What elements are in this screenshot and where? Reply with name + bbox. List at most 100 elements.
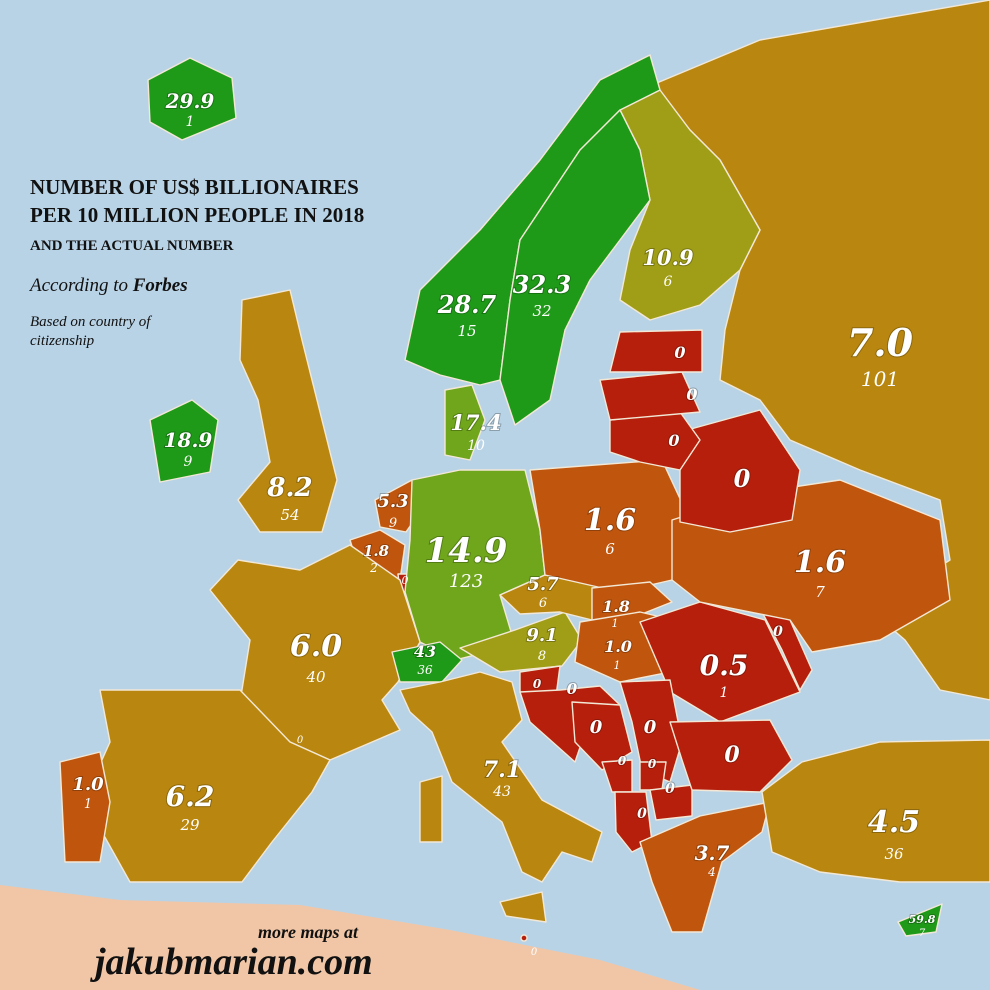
source-prefix: According to: [30, 275, 133, 296]
luxembourg-rate: 0: [402, 574, 409, 587]
country-italy-sicily[interactable]: [499, 891, 547, 923]
country-serbia[interactable]: [619, 679, 683, 783]
country-ireland[interactable]: [149, 399, 219, 483]
country-estonia[interactable]: [609, 329, 703, 373]
romania-count: 1: [720, 685, 729, 701]
belgium-rate: 1.8: [363, 542, 390, 560]
country-cyprus[interactable]: [897, 903, 943, 937]
montenegro-rate: 0: [618, 754, 627, 768]
source-line: According to Forbes: [30, 275, 188, 297]
country-portugal[interactable]: [59, 751, 111, 863]
country-belarus[interactable]: [679, 409, 801, 533]
norway-count: 15: [457, 322, 476, 340]
denmark-count: 10: [467, 438, 485, 454]
more-maps-text: more maps at: [258, 922, 359, 942]
country-greece[interactable]: [639, 801, 771, 933]
country-switzerland[interactable]: [391, 641, 463, 683]
uk-count: 54: [280, 506, 299, 524]
belgium-count: 2: [369, 561, 378, 575]
country-malta[interactable]: [520, 934, 528, 942]
greece-rate: 3.7: [695, 841, 730, 865]
portugal-count: 1: [84, 797, 92, 812]
cyprus-rate: 59.8: [909, 913, 936, 926]
poland-count: 6: [605, 540, 615, 558]
poland-rate: 1.6: [584, 503, 636, 538]
czechia-rate: 5.7: [527, 574, 559, 595]
norway-rate: 28.7: [437, 290, 497, 319]
country-lithuania[interactable]: [609, 411, 701, 471]
country-iceland[interactable]: [147, 57, 237, 141]
switzerland-rate: 43: [414, 642, 436, 661]
ukraine-rate: 1.6: [794, 545, 846, 580]
country-denmark[interactable]: [444, 384, 486, 461]
country-north-macedonia[interactable]: [649, 784, 693, 821]
map-title-line-2: PER 10 MILLION PEOPLE IN 2018: [30, 203, 365, 227]
monaco-rate: 0: [297, 735, 304, 746]
france-count: 40: [305, 668, 326, 686]
russia-count: 101: [861, 367, 899, 391]
hungary-rate: 1.0: [604, 637, 632, 656]
country-sweden[interactable]: [499, 109, 651, 426]
belarus-rate: 0: [734, 464, 751, 493]
spain-count: 29: [179, 816, 200, 834]
germany-count: 123: [449, 571, 483, 592]
netherlands-rate: 5.3: [377, 491, 408, 512]
bulgaria-rate: 0: [724, 742, 740, 768]
uk-rate: 8.2: [266, 473, 312, 503]
france-rate: 6.0: [290, 629, 342, 664]
website-link[interactable]: jakubmarian.com: [95, 941, 373, 983]
germany-rate: 14.9: [425, 531, 508, 571]
albania-rate: 0: [637, 806, 647, 822]
cyprus-count: 7: [919, 928, 926, 939]
italy-count: 43: [492, 784, 511, 800]
spain-rate: 6.2: [166, 780, 215, 813]
slovakia-rate: 1.8: [602, 597, 630, 616]
kosovo-rate: 0: [648, 757, 657, 771]
italy-rate: 7.1: [483, 757, 521, 783]
country-latvia[interactable]: [599, 371, 701, 421]
switzerland-count: 36: [417, 663, 433, 677]
country-uk[interactable]: [237, 289, 338, 533]
serbia-rate: 0: [644, 717, 657, 738]
ireland-rate: 18.9: [164, 428, 213, 452]
hungary-count: 1: [614, 659, 621, 672]
czechia-count: 6: [539, 596, 547, 611]
country-italy[interactable]: [399, 671, 603, 883]
russia-rate: 7.0: [847, 320, 914, 365]
denmark-rate: 17.4: [450, 410, 501, 435]
bosnia-rate: 0: [590, 717, 603, 738]
croatia-rate: 0: [567, 680, 578, 698]
turkey-rate: 4.5: [868, 805, 920, 840]
country-france[interactable]: [209, 544, 421, 761]
country-bulgaria[interactable]: [669, 719, 793, 793]
lithuania-rate: 0: [668, 431, 679, 450]
finland-rate: 10.9: [642, 245, 694, 270]
austria-count: 8: [538, 649, 546, 664]
ireland-count: 9: [184, 454, 193, 470]
romania-rate: 0.5: [700, 649, 749, 682]
netherlands-count: 9: [389, 516, 397, 531]
north-macedonia-rate: 0: [665, 781, 675, 797]
sweden-rate: 32.3: [513, 270, 571, 299]
greece-count: 4: [707, 865, 716, 879]
ukraine-count: 7: [815, 583, 825, 601]
finland-count: 6: [664, 274, 673, 290]
citizenship-note: Based on country of citizenship: [30, 314, 151, 349]
country-italy-sardinia[interactable]: [419, 775, 443, 843]
moldova-rate: 0: [773, 624, 783, 640]
country-germany[interactable]: [404, 469, 546, 661]
map-subtitle: AND THE ACTUAL NUMBER: [30, 238, 234, 254]
sweden-count: 32: [532, 302, 551, 320]
slovakia-count: 1: [612, 617, 619, 630]
map-title-line-1: NUMBER OF US$ BILLIONAIRES: [30, 175, 359, 199]
latvia-rate: 0: [686, 385, 697, 404]
austria-rate: 9.1: [526, 625, 557, 646]
estonia-rate: 0: [674, 343, 685, 362]
malta-rate: 0: [531, 947, 538, 958]
turkey-count: 36: [884, 845, 904, 863]
source-name: Forbes: [132, 275, 188, 296]
portugal-rate: 1.0: [72, 774, 104, 795]
country-turkey[interactable]: [761, 739, 990, 883]
iceland-count: 1: [186, 114, 195, 130]
